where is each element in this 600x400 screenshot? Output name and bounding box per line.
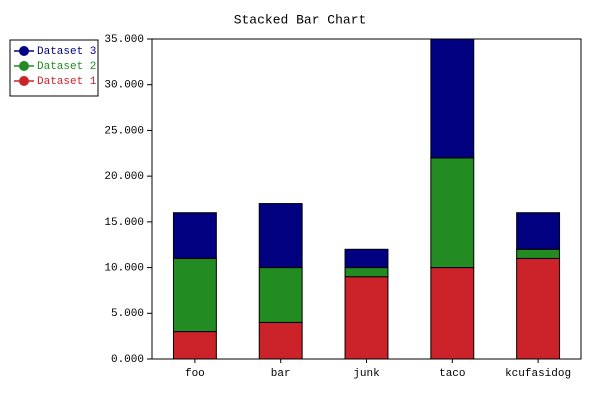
bar-segment [172,257,217,333]
chart-title: Stacked Bar Chart [234,12,367,27]
bar-segment [172,331,217,360]
bar-segment [516,248,561,259]
bar-segment [516,257,561,360]
y-tick-label: 10.000 [104,262,144,274]
legend-label: Dataset 1 [37,76,97,88]
y-tick-label: 30.000 [104,80,144,92]
y-tick-label: 0.000 [111,354,144,366]
bar-segment [344,276,389,360]
legend-label: Dataset 3 [37,46,96,58]
x-tick-label: kcufasidog [505,368,571,380]
x-tick-label: junk [353,368,380,380]
legend-marker [19,46,29,56]
y-tick-label: 20.000 [104,171,144,183]
bar-segment [344,267,389,278]
bar-segment [430,267,475,360]
y-tick-label: 15.000 [104,217,144,229]
x-tick-label: foo [185,368,205,380]
legend-marker [19,61,29,71]
x-tick-label: taco [439,368,465,380]
bar-segment [258,321,303,360]
bar-segment [258,203,303,269]
y-tick-label: 25.000 [104,125,144,137]
bar-segment [344,248,389,269]
x-tick-label: bar [271,368,291,380]
bar-segment [516,212,561,250]
legend-label: Dataset 2 [37,61,96,73]
bar-segment [172,212,217,259]
bar-segment [430,38,475,159]
y-tick-label: 35.000 [104,34,144,46]
bar-segment [430,157,475,269]
bar-segment [258,267,303,323]
legend-marker [19,76,29,86]
y-tick-label: 5.000 [111,308,144,320]
